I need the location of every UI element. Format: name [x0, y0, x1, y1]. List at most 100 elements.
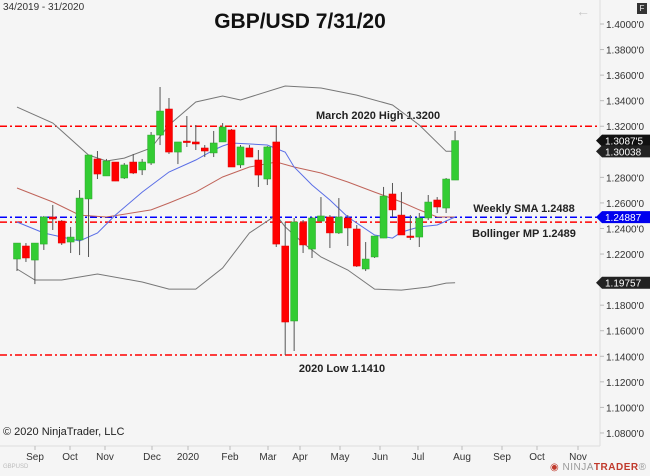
- price-marker-label: 1.19757: [605, 279, 642, 290]
- candle-up: [290, 221, 298, 322]
- candle-down: [272, 141, 281, 245]
- price-marker-label: 1.3087'5: [605, 137, 643, 148]
- candle-down: [183, 140, 191, 143]
- candle-up: [442, 178, 450, 209]
- candle-down: [227, 129, 236, 168]
- candle-up: [370, 235, 379, 258]
- x-tick-label: May: [331, 452, 350, 463]
- x-tick-label: Apr: [292, 452, 308, 463]
- y-tick-label: 1.2600'0: [606, 199, 644, 210]
- y-tick-label: 1.0800'0: [606, 429, 644, 440]
- candle-down: [57, 220, 66, 244]
- candle-down: [352, 228, 361, 267]
- y-tick-label: 1.2800'0: [606, 173, 644, 184]
- price-marker: [596, 211, 650, 224]
- candle-down: [388, 193, 397, 211]
- x-tick-label: Aug: [453, 452, 471, 463]
- level-label: Bollinger MP 1.2489: [472, 228, 576, 240]
- candle-down: [93, 158, 102, 175]
- candle-up: [102, 160, 111, 177]
- price-marker: [596, 276, 650, 289]
- y-tick-label: 1.3400'0: [606, 97, 644, 108]
- y-tick-label: 1.2400'0: [606, 224, 644, 235]
- y-tick-label: 1.1600'0: [606, 327, 644, 338]
- x-tick-label: Nov: [96, 452, 114, 463]
- candle-down: [129, 161, 137, 174]
- candle-up: [209, 142, 218, 154]
- y-tick-label: 1.1000'0: [606, 403, 644, 414]
- candle-up: [218, 126, 227, 143]
- x-tick-label: 2020: [177, 452, 200, 463]
- candle-down: [397, 214, 406, 236]
- candle-up: [138, 161, 146, 171]
- candle-up: [174, 141, 182, 153]
- candle-up: [335, 216, 343, 234]
- y-tick-label: 1.1400'0: [606, 352, 644, 363]
- y-tick-label: 1.3600'0: [606, 71, 644, 82]
- arrow-left-icon[interactable]: ←: [576, 3, 590, 19]
- candle-up: [263, 146, 272, 180]
- candle-down: [433, 199, 441, 208]
- x-tick-label: Jun: [372, 452, 388, 463]
- middle-band-line: [16, 161, 456, 218]
- candle-up: [236, 146, 245, 166]
- level-label: Weekly SMA 1.2488: [473, 203, 575, 215]
- x-tick-label: Jul: [412, 452, 425, 463]
- level-label: March 2020 High 1.3200: [316, 110, 440, 122]
- price-marker-label: 1.24887: [605, 213, 642, 224]
- candle-up: [75, 197, 84, 241]
- candle-down: [192, 141, 200, 145]
- y-tick-label: 1.3800'0: [606, 46, 644, 57]
- upper-band-line: [16, 85, 456, 162]
- candle-up: [379, 195, 388, 239]
- chart-title: GBP/USD 7/31/20: [214, 10, 386, 33]
- y-tick-label: 1.4000'0: [606, 20, 644, 31]
- candle-down: [254, 159, 263, 176]
- f-button[interactable]: F: [637, 3, 647, 14]
- candle-up: [415, 217, 424, 238]
- x-tick-label: Sep: [493, 452, 511, 463]
- candle-up: [361, 258, 370, 270]
- candle-up: [84, 154, 93, 200]
- symbol-watermark: GBPUSD: [3, 464, 29, 470]
- candle-up: [66, 236, 75, 243]
- x-tick-label: Feb: [221, 452, 239, 463]
- candle-down: [22, 245, 30, 259]
- candle-down: [281, 245, 289, 323]
- price-marker-label: 1.30038: [605, 147, 642, 158]
- candle-up: [40, 216, 48, 245]
- candle-up: [317, 215, 325, 222]
- candle-up: [13, 242, 21, 260]
- x-tick-label: Oct: [62, 452, 78, 463]
- candle-down: [200, 147, 209, 152]
- ninjatrader-logo: ◉ NINJATRADER®: [550, 462, 647, 473]
- candle-up: [120, 164, 129, 179]
- candle-up: [451, 140, 459, 181]
- candle-up: [308, 217, 316, 250]
- price-marker: [596, 134, 650, 147]
- y-tick-label: 1.3200'0: [606, 122, 644, 133]
- x-tick-label: Sep: [26, 452, 44, 463]
- price-marker: [596, 145, 650, 158]
- candle-down: [111, 161, 120, 182]
- candle-down: [245, 147, 254, 158]
- candle-down: [344, 217, 352, 229]
- x-tick-label: Mar: [259, 452, 277, 463]
- x-tick-label: Oct: [529, 452, 545, 463]
- date-range: 34/2019 - 31/2020: [3, 2, 85, 13]
- y-tick-label: 1.2200'0: [606, 250, 644, 261]
- candle-up: [147, 134, 155, 164]
- candle-down: [165, 108, 173, 153]
- copyright: © 2020 NinjaTrader, LLC: [3, 426, 125, 438]
- candle-up: [156, 110, 164, 136]
- fast-ma-line: [16, 142, 456, 242]
- y-tick-label: 1.1200'0: [606, 378, 644, 389]
- y-tick-label: 1.1800'0: [606, 301, 644, 312]
- candle-down: [299, 222, 307, 246]
- x-tick-label: Nov: [569, 452, 587, 463]
- x-tick-label: Dec: [143, 452, 161, 463]
- candle-down: [326, 216, 334, 234]
- candle-down: [49, 216, 57, 220]
